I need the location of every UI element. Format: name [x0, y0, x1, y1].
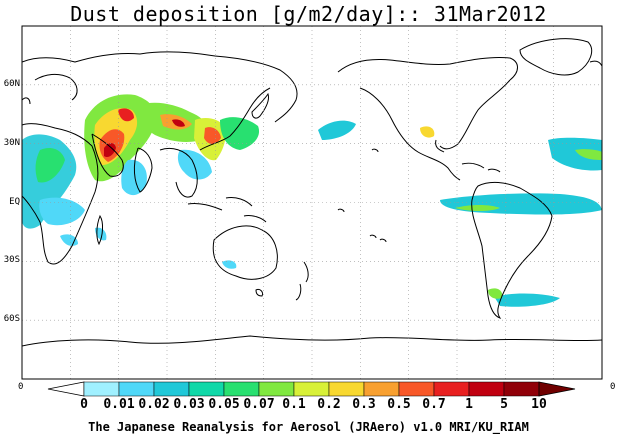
colorbar-swatch	[293, 381, 330, 397]
colorbar-tick-label: 1	[465, 397, 473, 412]
map-left-edge-label: 0	[18, 382, 24, 392]
dust-deposition-layer	[22, 94, 602, 307]
colorbar-tick-label: 10	[531, 397, 547, 412]
colorbar-swatch	[503, 381, 540, 397]
colorbar-swatch	[328, 381, 365, 397]
colorbar-swatch	[468, 381, 505, 397]
coastlines	[22, 38, 602, 347]
latitude-label: 60N	[3, 78, 20, 89]
latitude-label: 60S	[3, 314, 20, 325]
map-frame	[21, 25, 603, 380]
footer-credit: The Japanese Reanalysis for Aerosol (JRA…	[88, 420, 529, 434]
colorbar	[47, 381, 576, 397]
colorbar-swatch	[398, 381, 435, 397]
colorbar-swatch	[223, 381, 260, 397]
colorbar-tick-label: 0.02	[138, 397, 170, 412]
colorbar-tick-label: 0.03	[173, 397, 205, 412]
graticule	[22, 26, 602, 379]
map-title: Dust deposition [g/m2/day]:: 31Mar2012	[70, 2, 547, 26]
colorbar-tick-label: 0.1	[282, 397, 306, 412]
colorbar-tick-label: 0.07	[243, 397, 275, 412]
latitude-label: 30S	[3, 255, 20, 266]
colorbar-swatch	[188, 381, 225, 397]
colorbar-swatch	[258, 381, 295, 397]
colorbar-tick-label: 0.01	[103, 397, 135, 412]
colorbar-max-arrow	[538, 381, 576, 397]
colorbar-swatch	[363, 381, 400, 397]
colorbar-swatch	[83, 381, 120, 397]
colorbar-tick-label: 0.5	[387, 397, 411, 412]
colorbar-tick-label: 0	[80, 397, 88, 412]
colorbar-swatch	[153, 381, 190, 397]
latitude-label: EQ	[9, 196, 20, 207]
colorbar-tick-label: 0.3	[352, 397, 376, 412]
latitude-label: 30N	[3, 137, 20, 148]
map-right-edge-label: 0	[610, 382, 616, 392]
colorbar-tick-label: 0.2	[317, 397, 341, 412]
colorbar-tick-label: 0.05	[208, 397, 240, 412]
colorbar-tick-label: 0.7	[422, 397, 446, 412]
colorbar-tick-label: 5	[500, 397, 508, 412]
colorbar-swatch	[118, 381, 155, 397]
colorbar-min-arrow	[47, 381, 85, 397]
colorbar-swatch	[433, 381, 470, 397]
